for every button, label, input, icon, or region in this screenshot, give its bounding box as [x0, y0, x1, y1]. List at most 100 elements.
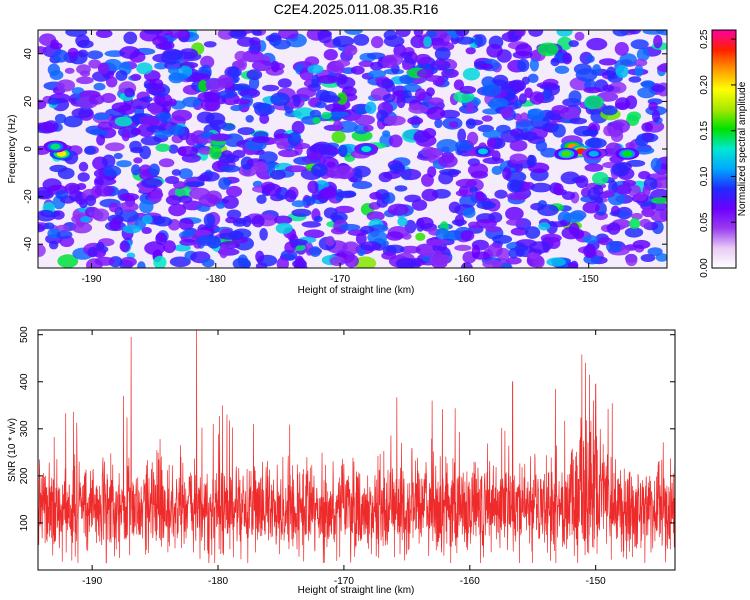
- heatmap-cell: [415, 53, 432, 65]
- heatmap-cell: [226, 209, 242, 220]
- heatmap-cell: [482, 157, 504, 165]
- heatmap-cell: [610, 205, 620, 216]
- heatmap-cell: [121, 128, 131, 142]
- x-tick-label: -190: [81, 274, 101, 285]
- heatmap-cell: [457, 128, 467, 143]
- heatmap-cell: [415, 88, 427, 101]
- heatmap-cell: [506, 192, 529, 201]
- heatmap-cell: [514, 244, 529, 252]
- heatmap-cell: [366, 211, 385, 222]
- y-tick-label: 40: [23, 48, 34, 60]
- heatmap-cell: [130, 73, 142, 81]
- heatmap-cell: [460, 262, 473, 268]
- heatmap-cell: [339, 223, 361, 231]
- heatmap-cell: [205, 112, 226, 126]
- heatmap-hotspot: [50, 143, 61, 150]
- heatmap-cell: [304, 56, 320, 67]
- heatmap-cell: [96, 241, 105, 252]
- heatmap-cell: [43, 222, 55, 230]
- heatmap-cell: [583, 235, 598, 244]
- heatmap-cell: [94, 177, 117, 186]
- heatmap-hotspot: [361, 146, 372, 152]
- heatmap-cell: [610, 130, 624, 142]
- heatmap-cell: [485, 226, 502, 233]
- heatmap-cell: [656, 64, 667, 73]
- heatmap-cell: [385, 244, 405, 254]
- colorbar: 0.00 0.05 0.10 0.15 0.20 0.25 Normalized spec…: [699, 29, 748, 278]
- heatmap-cell: [365, 101, 377, 114]
- heatmap-cell: [80, 216, 91, 223]
- heatmap-cell: [50, 39, 59, 49]
- heatmap-cell: [226, 185, 243, 198]
- x-tick-label: -170: [330, 274, 350, 285]
- heatmap-cell: [181, 96, 203, 108]
- heatmap-cell: [400, 168, 422, 181]
- heatmap-cell: [318, 95, 341, 103]
- heatmap-cell: [76, 76, 94, 85]
- heatmap-cell: [363, 124, 374, 132]
- heatmap-cell: [332, 35, 355, 48]
- heatmap-cell: [467, 163, 489, 178]
- y-tick-label: 200: [19, 467, 30, 484]
- heatmap-cell: [344, 30, 363, 35]
- heatmap-cell: [152, 36, 169, 47]
- heatmap-cell: [158, 158, 175, 168]
- heatmap-cell: [86, 50, 104, 60]
- heatmap-cell: [291, 200, 307, 208]
- heatmap-cell: [625, 95, 638, 110]
- heatmap-cell: [439, 168, 462, 176]
- heatmap-cell: [311, 74, 320, 87]
- heatmap-cell: [653, 34, 663, 49]
- heatmap-cell: [611, 162, 629, 177]
- heatmap-cell: [556, 30, 573, 37]
- heatmap-cell: [527, 73, 539, 84]
- heatmap-cell: [270, 92, 290, 106]
- heatmap-cell: [242, 50, 264, 63]
- heatmap-cell: [119, 46, 140, 59]
- heatmap-cell: [492, 74, 509, 87]
- heatmap-cell: [251, 136, 270, 144]
- snr-y-axis-label: SNR (10 * v/v): [7, 418, 18, 482]
- heatmap-cell: [435, 228, 450, 240]
- figure-title: C2E4.2025.011.08.35.R16: [274, 1, 439, 17]
- heatmap-cell: [106, 76, 118, 88]
- heatmap-cell: [575, 68, 598, 82]
- heatmap-cell: [382, 93, 395, 103]
- heatmap-cell: [197, 174, 211, 182]
- heatmap-cell: [307, 64, 324, 74]
- heatmap-cell: [84, 145, 96, 155]
- heatmap-cell: [133, 157, 143, 164]
- heatmap-cell: [296, 87, 317, 98]
- heatmap-cell: [276, 257, 289, 268]
- heatmap-cell: [650, 157, 662, 172]
- heatmap-cell: [462, 207, 476, 218]
- heatmap-cell: [139, 115, 157, 125]
- heatmap-cell: [651, 197, 667, 204]
- heatmap-cell: [502, 167, 512, 180]
- heatmap-cell: [475, 218, 497, 229]
- heatmap-cell: [476, 201, 496, 210]
- heatmap-cell: [628, 30, 641, 35]
- heatmap-cell: [276, 141, 290, 150]
- heatmap-cell: [582, 129, 599, 137]
- heatmap-cell: [383, 35, 405, 47]
- heatmap-cell: [38, 46, 47, 54]
- y-tick-label: -40: [23, 237, 34, 252]
- heatmap-cell: [96, 134, 106, 146]
- heatmap-cell: [407, 116, 424, 125]
- heatmap-cell: [425, 75, 445, 82]
- heatmap-cell: [388, 134, 403, 148]
- heatmap-cell: [228, 230, 244, 241]
- heatmap-cell: [257, 103, 275, 115]
- heatmap-cell: [647, 247, 663, 256]
- heatmap-cell: [610, 119, 631, 134]
- heatmap-cell: [177, 146, 199, 157]
- heatmap-cell: [387, 203, 409, 216]
- x-tick-label: -180: [208, 576, 228, 587]
- heatmap-cell: [49, 70, 64, 80]
- heatmap-cell: [533, 256, 545, 268]
- heatmap-cell: [174, 185, 192, 199]
- heatmap-cell: [162, 48, 184, 61]
- heatmap-cell: [619, 53, 637, 66]
- heatmap-cell: [528, 30, 544, 37]
